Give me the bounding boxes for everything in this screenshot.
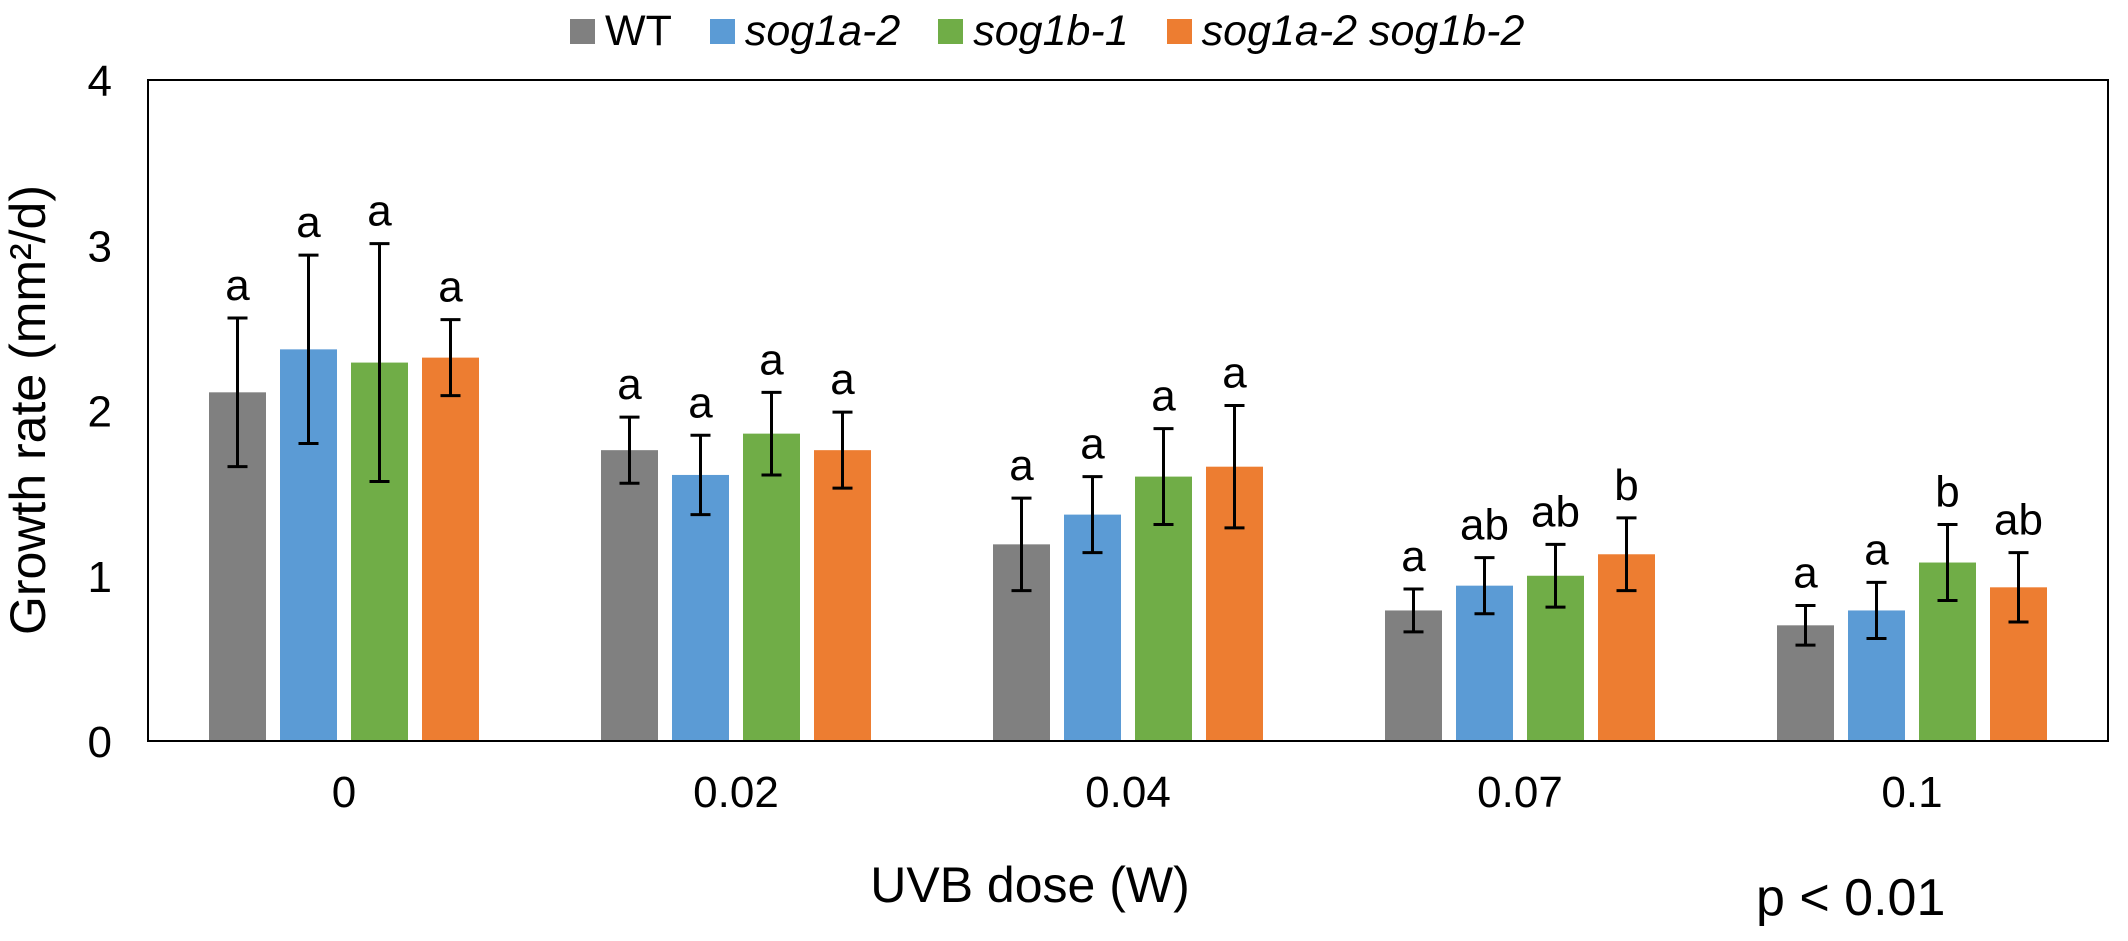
y-tick-label-1: 1 [88,553,112,602]
bar-3-1 [814,450,871,741]
significance-letter-3-1: a [830,355,855,404]
legend-label-sog1a-2: sog1a-2 [744,6,901,55]
significance-letter-0-0: a [225,261,250,310]
bar-3-0 [422,357,479,741]
y-tick-label-3: 3 [88,222,112,271]
significance-letter-1-1: a [688,378,713,427]
legend-swatch-double-mutant [1166,18,1192,44]
significance-letter-0-2: a [1009,441,1034,490]
x-tick-label-0: 0 [332,768,356,817]
x-tick-label-2: 0.04 [1085,768,1171,817]
legend-swatch-wt [570,18,595,44]
legend-swatch-sog1a-2 [709,18,735,44]
x-tick-label-3: 0.07 [1477,768,1563,817]
significance-letter-2-4: b [1935,468,1959,517]
significance-letter-1-0: a [296,198,321,247]
significance-letter-0-3: a [1401,532,1426,581]
legend-label-sog1b-1: sog1b-1 [973,6,1129,55]
significance-letter-1-3: ab [1460,501,1509,550]
significance-letter-1-2: a [1080,420,1105,469]
significance-letter-2-0: a [367,187,392,236]
significance-letter-0-1: a [617,360,642,409]
plot-frame [147,79,2109,742]
significance-letter-0-4: a [1793,548,1818,597]
significance-letter-3-0: a [438,263,463,312]
significance-letter-2-2: a [1151,372,1176,421]
legend-item-sog1a-2: sog1a-2 [709,6,901,56]
legend-item-wt: WT [570,7,672,56]
bar-1-1 [672,474,729,741]
y-axis-label: Growth rate (mm²/d) [0,185,56,635]
significance-letter-3-3: b [1614,461,1638,510]
y-tick-label-0: 0 [88,718,112,767]
legend: WT sog1a-2 sog1b-1 sog1a-2 sog1b-2 [570,2,1562,60]
legend-label-double-mutant: sog1a-2 sog1b-2 [1201,6,1525,55]
x-axis-label: UVB dose (W) [870,857,1190,913]
y-tick-label-2: 2 [88,388,112,437]
p-value-note: p < 0.01 [1756,869,1946,927]
bar-2-1 [743,433,800,741]
legend-item-sog1b-1: sog1b-1 [938,6,1129,56]
bar-0-1 [601,450,658,741]
x-tick-label-1: 0.02 [693,768,779,817]
significance-letter-1-4: a [1864,525,1889,574]
significance-letter-3-4: ab [1994,496,2043,545]
significance-letter-2-1: a [759,335,784,384]
x-tick-label-4: 0.1 [1881,768,1942,817]
legend-swatch-sog1b-1 [938,18,964,44]
y-tick-label-4: 4 [88,57,112,106]
legend-item-double-mutant: sog1a-2 sog1b-2 [1166,6,1525,56]
significance-letter-3-2: a [1222,349,1247,398]
legend-label-wt: WT [605,6,672,55]
significance-letter-2-3: ab [1531,487,1580,536]
